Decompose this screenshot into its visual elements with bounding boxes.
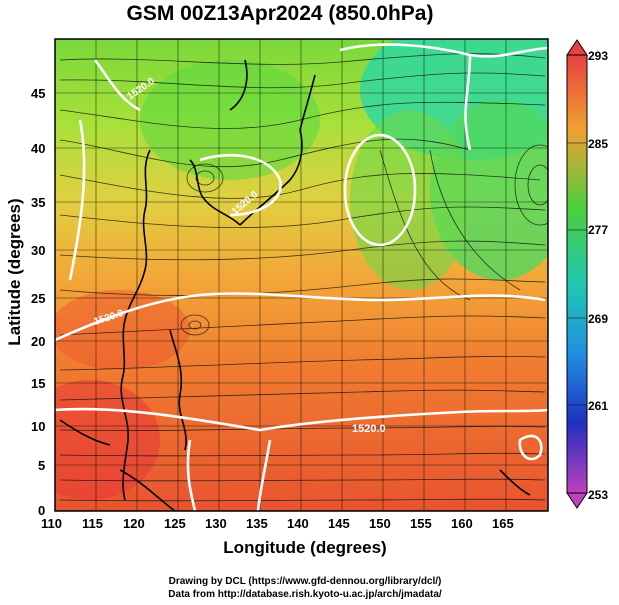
y-tick-5: 5 bbox=[38, 458, 46, 473]
y-tick-20: 20 bbox=[31, 334, 46, 349]
colorbar-tick-285: 285 bbox=[588, 137, 609, 151]
plot-frame bbox=[54, 38, 549, 512]
y-tick-0: 0 bbox=[38, 503, 46, 518]
x-tick-145: 145 bbox=[328, 516, 350, 531]
x-tick-110: 110 bbox=[41, 516, 62, 531]
x-tick-125: 125 bbox=[164, 516, 186, 531]
y-tick-45: 45 bbox=[31, 86, 46, 101]
x-tick-160: 160 bbox=[451, 516, 473, 531]
colorbar-tick-293: 293 bbox=[588, 49, 609, 63]
colorbar-tick-277: 277 bbox=[588, 223, 609, 237]
y-tick-10: 10 bbox=[31, 419, 46, 434]
y-tick-30: 30 bbox=[31, 243, 46, 258]
chart-title: GSM 00Z13Apr2024 (850.0hPa) bbox=[126, 2, 434, 25]
x-tick-150: 150 bbox=[369, 516, 391, 531]
x-tick-130: 130 bbox=[205, 516, 227, 531]
colorbar bbox=[566, 39, 588, 509]
x-tick-135: 135 bbox=[246, 516, 268, 531]
x-tick-155: 155 bbox=[410, 516, 432, 531]
colorbar-tick-269: 269 bbox=[588, 312, 609, 326]
y-tick-15: 15 bbox=[31, 376, 46, 391]
colorbar-tick-253: 253 bbox=[588, 488, 609, 502]
x-tick-140: 140 bbox=[287, 516, 309, 531]
y-tick-40: 40 bbox=[31, 141, 46, 156]
credit-line-1: Drawing by DCL (https://www.gfd-dennou.o… bbox=[168, 576, 442, 587]
temperature-field bbox=[55, 39, 548, 511]
height-contours bbox=[55, 43, 548, 511]
y-tick-35: 35 bbox=[31, 195, 46, 210]
y-tick-25: 25 bbox=[31, 291, 46, 306]
x-axis-label: Longitude (degrees) bbox=[223, 538, 387, 557]
x-tick-120: 120 bbox=[123, 516, 145, 531]
contour-label-1: 1520.0 bbox=[352, 423, 386, 435]
x-tick-165: 165 bbox=[492, 516, 514, 531]
x-tick-115: 115 bbox=[82, 516, 103, 531]
coastlines bbox=[59, 59, 531, 511]
colorbar-tick-261: 261 bbox=[588, 399, 609, 413]
credit-line-2: Data from http://database.rish.kyoto-u.a… bbox=[168, 589, 442, 600]
